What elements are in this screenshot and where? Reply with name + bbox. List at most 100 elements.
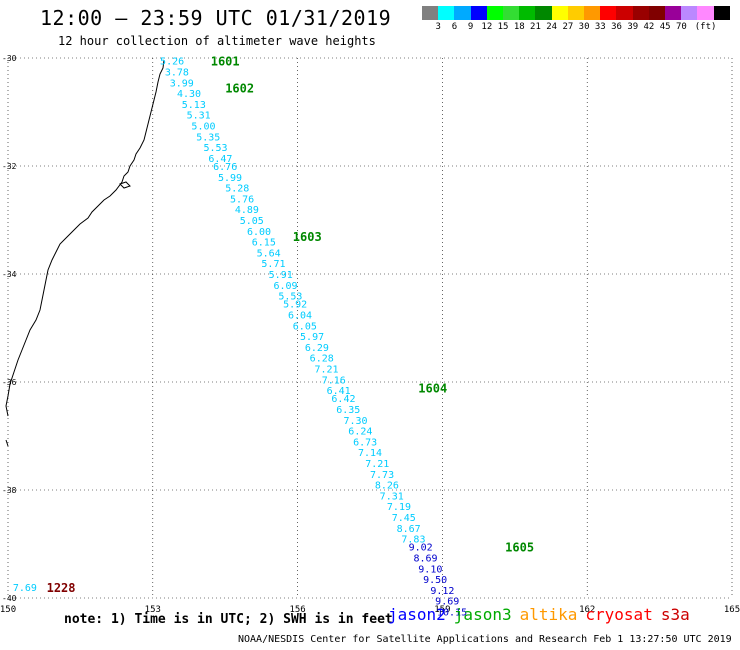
swh-value: 7.73 bbox=[370, 470, 394, 481]
swh-value: 6.41 bbox=[327, 386, 351, 397]
lon-label: 159 bbox=[434, 605, 450, 615]
legend-label: 39 bbox=[627, 22, 639, 32]
footer-note: note: 1) Time is in UTC; 2) SWH is in fe… bbox=[64, 612, 393, 627]
pass-time-label: 1602 bbox=[225, 82, 254, 96]
swh-value: 9.12 bbox=[430, 586, 454, 597]
legend-label: 70 bbox=[675, 22, 687, 32]
legend-swatch bbox=[600, 6, 617, 20]
swh-value: 6.76 bbox=[213, 162, 237, 173]
swh-value: 4.30 bbox=[177, 89, 201, 100]
legend-label: 45 bbox=[659, 22, 671, 32]
legend-swatch bbox=[454, 6, 471, 20]
swh-value: 5.53 bbox=[203, 143, 227, 154]
pass-time-label: 1605 bbox=[505, 541, 534, 555]
lat-label: -38 bbox=[2, 486, 17, 495]
legend-swatch bbox=[470, 6, 487, 20]
swh-value: 6.35 bbox=[336, 405, 360, 416]
swh-value: 6.24 bbox=[348, 427, 372, 438]
legend-swatch bbox=[535, 6, 552, 20]
legend-label: (ft) bbox=[694, 22, 717, 32]
swh-value: 7.16 bbox=[322, 375, 346, 386]
legend-swatch bbox=[681, 6, 698, 20]
time-markers: 1601 1602 1603 1604 1605 1228 bbox=[47, 55, 534, 596]
legend-swatch bbox=[616, 6, 633, 20]
lat-label: -34 bbox=[2, 270, 17, 279]
swh-value: 8.26 bbox=[375, 481, 399, 492]
swh-value: 5.31 bbox=[187, 111, 211, 122]
swh-value: 6.00 bbox=[247, 227, 271, 238]
swh-value: 5.53 bbox=[278, 292, 302, 303]
legend-label: 33 bbox=[594, 22, 606, 32]
lat-label: -30 bbox=[2, 54, 17, 63]
swh-value: 7.45 bbox=[392, 513, 416, 524]
swh-value: 5.26 bbox=[160, 57, 184, 68]
coastline-inlet bbox=[119, 181, 131, 189]
swh-value: 3.99 bbox=[170, 78, 194, 89]
lon-label: 153 bbox=[145, 605, 161, 615]
swh-value: 5.76 bbox=[230, 194, 254, 205]
swh-value: 7.19 bbox=[387, 502, 411, 513]
lon-label: 150 bbox=[0, 605, 16, 615]
lat-label: -40 bbox=[2, 594, 17, 603]
swh-value: 7.14 bbox=[358, 448, 382, 459]
lon-label: 165 bbox=[724, 605, 740, 615]
swh-value: 9.50 bbox=[423, 575, 447, 586]
swh-value: 6.09 bbox=[273, 281, 297, 292]
legend-label: 15 bbox=[497, 22, 509, 32]
swh-value: 4.89 bbox=[235, 205, 259, 216]
wave-observations: 5.263.783.994.305.135.315.005.355.536.47… bbox=[13, 57, 467, 619]
swh-value: 7.21 bbox=[365, 459, 389, 470]
swh-value: 6.47 bbox=[208, 154, 232, 165]
swh-value: 6.42 bbox=[331, 394, 355, 405]
legend-label: 21 bbox=[530, 22, 541, 32]
legend-swatch bbox=[503, 6, 520, 20]
satellite-legend: jason2 jason3 altika cryosat s3a bbox=[388, 605, 698, 624]
legend-swatch bbox=[648, 6, 666, 20]
swh-value: 5.13 bbox=[182, 100, 206, 111]
latitude-labels: -30 -32 -34 -36 -38 -40 bbox=[2, 54, 17, 603]
page-title: 12:00 — 23:59 UTC 01/31/2019 bbox=[40, 6, 392, 30]
swh-value: 6.05 bbox=[293, 321, 317, 332]
legend-swatch bbox=[519, 6, 536, 20]
map-grid bbox=[7, 57, 733, 599]
lon-label: 156 bbox=[289, 605, 305, 615]
swh-value: 5.35 bbox=[196, 132, 220, 143]
swh-value: 9.69 bbox=[435, 597, 459, 608]
legend-label: 27 bbox=[562, 22, 574, 32]
legend-label: 24 bbox=[546, 22, 558, 32]
swh-value: 9.10 bbox=[418, 564, 442, 575]
swh-value: 5.92 bbox=[283, 300, 307, 311]
legend-label: 3 bbox=[435, 22, 441, 32]
legend-label: 30 bbox=[578, 22, 590, 32]
swh-value: 5.64 bbox=[257, 248, 281, 259]
pass-time-label: 1601 bbox=[211, 55, 240, 69]
legend-swatch bbox=[551, 6, 568, 20]
legend-swatch bbox=[697, 6, 714, 20]
pass-time-label: 1228 bbox=[47, 581, 76, 595]
legend-label: 18 bbox=[513, 22, 525, 32]
lat-label: -32 bbox=[2, 162, 17, 171]
swh-value: 6.04 bbox=[288, 311, 312, 322]
legend-swatch bbox=[486, 6, 504, 20]
legend-label: 42 bbox=[643, 22, 655, 32]
legend-swatch bbox=[632, 6, 649, 20]
swh-value: 3.78 bbox=[165, 68, 189, 79]
pass-time-label: 1603 bbox=[293, 230, 322, 244]
lat-label: -36 bbox=[2, 378, 17, 387]
swh-value: 10.15 bbox=[437, 608, 467, 619]
coastline-island bbox=[5, 439, 9, 447]
coastline bbox=[5, 59, 165, 417]
legend-label: 6 bbox=[451, 22, 458, 32]
swh-value: 5.91 bbox=[269, 270, 293, 281]
swh-value: 5.99 bbox=[218, 173, 242, 184]
swh-value: 5.28 bbox=[225, 184, 249, 195]
swh-value: 7.83 bbox=[401, 535, 425, 546]
satellite-name: cryosat bbox=[585, 605, 653, 624]
credit-line: NOAA/NESDIS Center for Satellite Applica… bbox=[238, 634, 732, 645]
swh-value: 8.67 bbox=[397, 524, 421, 535]
pass-time-label: 1604 bbox=[418, 381, 447, 395]
satellite-name: altika bbox=[519, 605, 578, 624]
swh-value: 7.30 bbox=[343, 416, 367, 427]
swh-value: 8.69 bbox=[413, 554, 437, 565]
